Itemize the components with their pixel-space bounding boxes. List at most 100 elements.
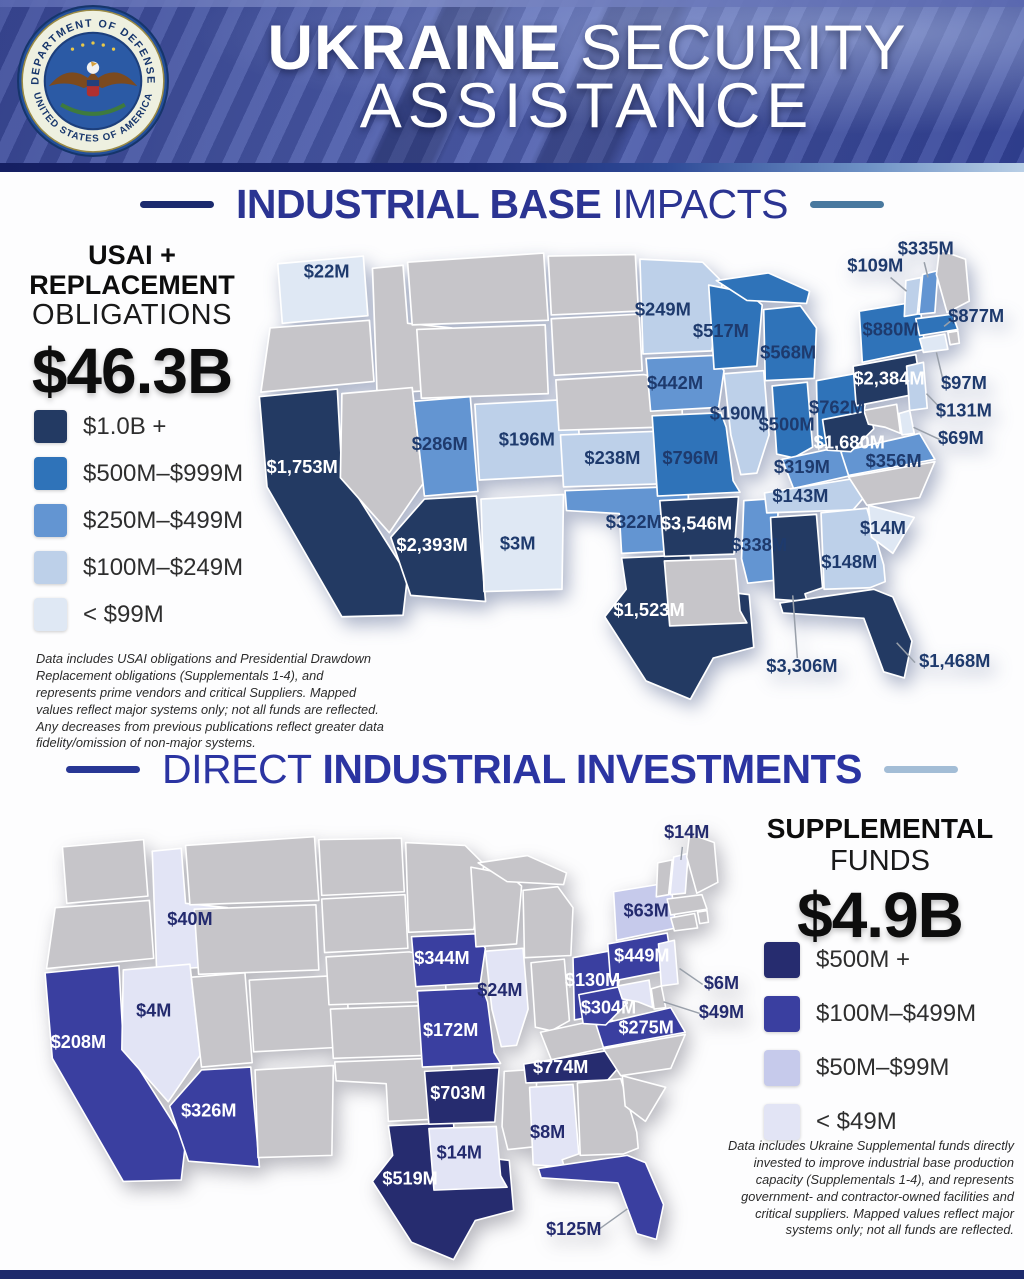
legend-swatch (34, 504, 67, 537)
section2-title-row: DIRECT INDUSTRIAL INVESTMENTS (0, 746, 1024, 793)
value-label-NY: $63M (624, 900, 669, 920)
title-dash (140, 201, 215, 208)
state-NC (602, 1033, 687, 1077)
state-IN (771, 381, 814, 459)
map-industrial-base-impacts: $22M $1,753M $2,393M $3M $286M $196M $238M $322… (258, 238, 1004, 701)
state-CT (918, 333, 949, 354)
state-WA (276, 255, 369, 325)
callout-line-AL (791, 595, 799, 659)
legend-label: $1.0B + (83, 412, 167, 440)
state-DE (650, 985, 667, 1010)
legend-obligations: $1.0B + $500M–$999M $250M–$499M $100M–$2… (34, 410, 243, 631)
state-AL (769, 513, 824, 603)
state-UT (412, 395, 479, 497)
state-VT (655, 859, 674, 898)
state-AZ (168, 1066, 261, 1168)
state-IL (484, 947, 529, 1048)
state-MO (651, 411, 741, 497)
state-RI (696, 909, 710, 925)
state-MT (184, 835, 320, 906)
stat1-line3: OBLIGATIONS (32, 299, 232, 332)
page-title: UKRAINE SECURITY ASSISTANCE (170, 17, 1004, 141)
legend-swatch (764, 1104, 800, 1140)
state-VT (903, 276, 922, 318)
state-ND (318, 837, 406, 897)
state-CA (258, 388, 409, 618)
value-label-OK: $322M (606, 511, 662, 532)
state-IN (530, 958, 571, 1032)
bottom-bar (0, 1270, 1024, 1279)
legend-item: < $99M (34, 598, 243, 631)
state-SC (867, 504, 916, 555)
state-IA (410, 932, 487, 988)
value-label-CT: $97M (941, 372, 987, 393)
value-label-CA: $1,753M (267, 456, 338, 477)
state-MT (406, 252, 550, 326)
state-CA (44, 964, 187, 1183)
header-divider-bar (0, 163, 1024, 172)
value-label-MO: $172M (423, 1020, 478, 1040)
value-label-IA: $344M (414, 948, 469, 968)
legend-swatch (34, 551, 67, 584)
title-dash (809, 201, 884, 208)
value-label-VA: $356M (866, 450, 922, 471)
value-label-UT: $286M (412, 433, 468, 454)
value-label-TN: $774M (533, 1057, 588, 1077)
legend-item: $250M–$499M (34, 504, 243, 537)
value-label-IL: $190M (710, 403, 766, 424)
callout-line-CT (935, 352, 945, 385)
header-banner: UKRAINE SECURITY ASSISTANCE (0, 0, 1024, 163)
callout-line-DE (913, 426, 940, 441)
value-label-MN: $249M (635, 299, 691, 320)
title-word-assistance: ASSISTANCE (359, 70, 815, 141)
value-label-MS: $338M (731, 534, 787, 555)
state-WV (821, 409, 875, 453)
title-word-security: SECURITY (579, 13, 907, 83)
value-label-ID: $40M (167, 909, 212, 929)
stat1-line2: REPLACEMENT (29, 270, 235, 301)
title-word-ukraine: UKRAINE (267, 13, 562, 83)
state-OR (260, 319, 375, 393)
state-MD (617, 979, 654, 1009)
state-RI (947, 330, 961, 346)
legend-supplemental: $500M + $100M–$499M $50M–$99M < $49M (764, 942, 976, 1140)
legend-swatch (764, 942, 800, 978)
callout-line-NJ (679, 967, 704, 986)
state-SD (550, 313, 644, 377)
value-label-TN: $143M (772, 485, 828, 506)
callout-line-MA (943, 319, 953, 327)
value-label-IL: $24M (477, 980, 522, 1000)
value-label-AL: $8M (530, 1122, 565, 1142)
state-FL (537, 1154, 665, 1241)
eagle-icon (48, 41, 138, 116)
stat2-value: $4.9B (797, 879, 964, 952)
state-MO (416, 987, 502, 1068)
top-cropped-strip (0, 0, 1024, 7)
callout-line-MD (663, 1001, 700, 1015)
value-label-MI: $568M (760, 341, 816, 362)
legend-label: $50M–$99M (816, 1054, 950, 1081)
legend-label: $100M–$249M (83, 553, 244, 581)
value-label-OH: $130M (565, 970, 620, 990)
legend-item: $50M–$99M (764, 1050, 976, 1086)
state-FL (778, 588, 913, 679)
legend-label: $250M–$499M (83, 506, 244, 534)
value-label-KS: $238M (584, 447, 640, 468)
supplemental-funds-stat: SUPPLEMENTAL FUNDS $4.9B (742, 813, 1018, 952)
legend-label: $100M–$499M (816, 1000, 977, 1027)
value-label-WI: $517M (693, 320, 749, 341)
section1-title-light: IMPACTS (612, 181, 788, 227)
legend-item: $100M–$499M (764, 996, 976, 1032)
state-IA (645, 354, 725, 413)
value-label-VT: $109M (847, 254, 903, 275)
state-TN (522, 1048, 624, 1084)
legend-label: $500M + (816, 946, 911, 973)
value-label-IA: $442M (647, 372, 703, 393)
legend-item: $500M + (764, 942, 976, 978)
section1-title-row: INDUSTRIAL BASE IMPACTS (0, 181, 1024, 228)
value-label-FL: $1,468M (919, 650, 990, 671)
state-WV (578, 985, 629, 1026)
state-AZ (389, 495, 487, 603)
state-AL (528, 1083, 580, 1168)
legend-swatch (34, 410, 67, 443)
